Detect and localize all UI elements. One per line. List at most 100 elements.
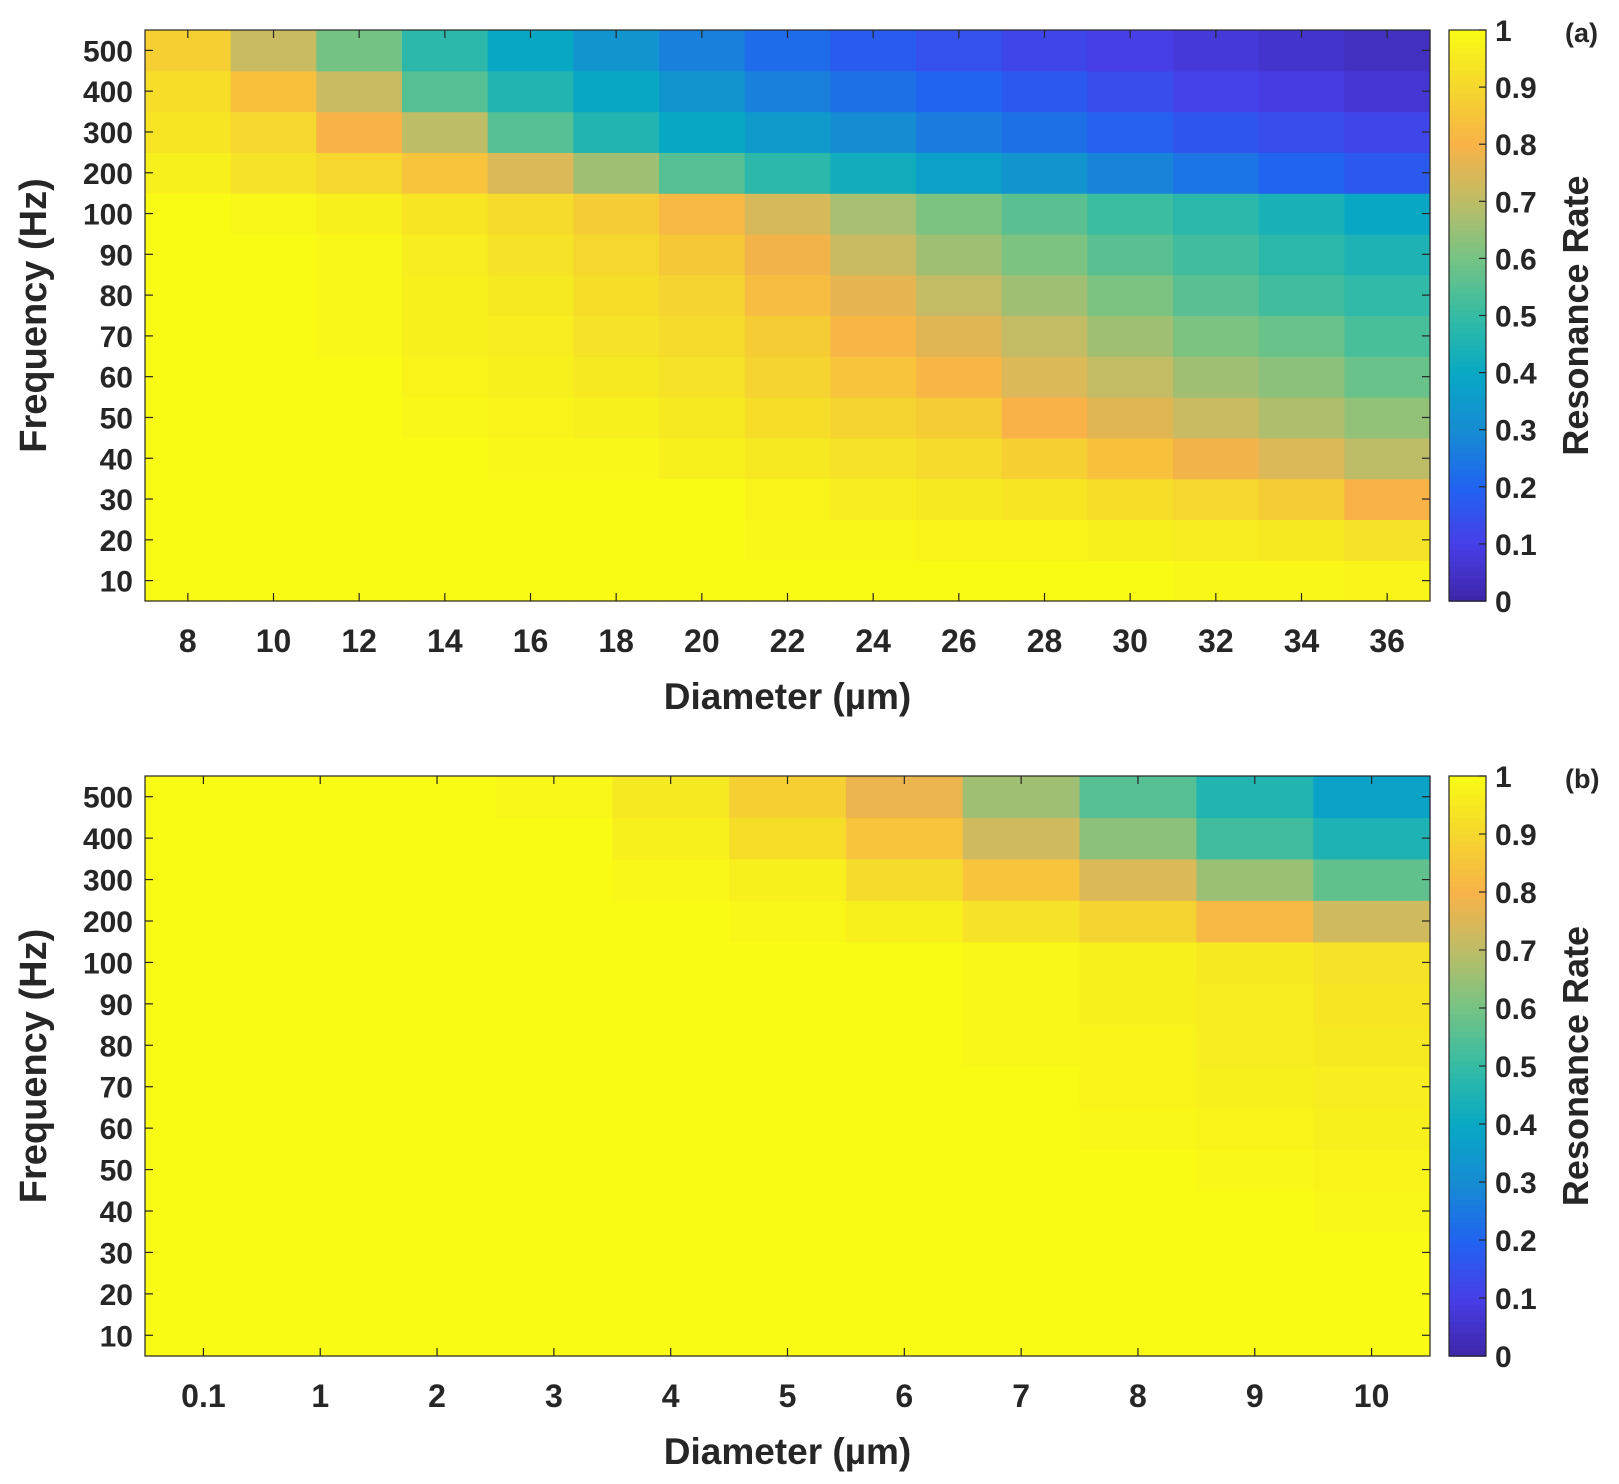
colorbar-segment [1449,149,1486,157]
x-tick-label: 28 [1027,623,1063,659]
x-tick-label: 6 [895,1378,913,1414]
colorbar-segment [1449,115,1486,123]
heatmap-cell [378,858,497,901]
heatmap-cell [1087,193,1174,235]
colorbar-segment [1449,1019,1486,1027]
heatmap-cell [1079,1024,1197,1067]
colorbar-segment [1449,1234,1486,1241]
colorbar-segment [1449,441,1486,448]
x-tick-label: 3 [545,1378,563,1414]
heatmap-cell [729,817,847,860]
colorbar-tick-label: 0.5 [1495,1051,1537,1084]
heatmap-cell [1001,274,1088,317]
y-tick-label: 40 [100,443,133,476]
colorbar-segment [1449,104,1486,111]
y-tick-label: 40 [100,1196,133,1229]
colorbar-tick-label: 0.3 [1495,415,1537,448]
colorbar-segment [1449,1350,1486,1357]
colorbar-segment [1449,366,1486,374]
colorbar-segment [1449,1013,1486,1021]
colorbar-tick-label: 0.7 [1495,935,1537,968]
heatmap-cell [1079,1107,1197,1150]
heatmap-cell [1173,70,1260,113]
heatmap-cell [378,1066,497,1109]
heatmap-cell [378,1148,497,1191]
heatmap-cell [845,983,964,1026]
heatmap-cell [1173,397,1260,439]
heatmap-cell [145,983,263,1026]
y-tick-label: 200 [83,158,133,191]
colorbar-segment [1449,509,1486,517]
colorbar-segment [1449,1077,1486,1085]
y-tick-label: 20 [100,1279,133,1312]
heatmap-cell [1344,397,1431,439]
heatmap-cell [261,1066,380,1109]
heatmap-cell [845,1148,964,1191]
colorbar-segment [1449,1048,1486,1056]
colorbar-segment [1449,246,1486,254]
colorbar-segment [1449,395,1486,402]
colorbar-segment [1449,1066,1486,1073]
colorbar-segment [1449,144,1486,151]
heatmap-cell [612,1273,730,1316]
y-axis-title: Frequency (Hz) [13,178,55,452]
colorbar-segment [1449,1228,1486,1235]
heatmap-cell [962,1148,1081,1191]
colorbar-segment [1449,543,1486,551]
heatmap-cell [1258,274,1345,317]
heatmap-cell [1344,274,1431,317]
heatmap-cell [573,315,660,357]
heatmap-cell [573,397,660,439]
colorbar-segment [1449,799,1486,806]
colorbar-segment [1449,372,1486,380]
x-tick-label: 5 [779,1378,797,1414]
x-tick-label: 36 [1369,623,1405,659]
y-axis-ticks: 10 20 30 40 50 60 70 80 90 100 200 300 400 500 [83,782,1430,1353]
heatmap-cell [1173,274,1260,317]
heatmap-cell [573,519,660,561]
colorbar-segment [1449,1158,1486,1166]
heatmap-cell [145,1148,263,1191]
heatmap-cell [230,193,317,235]
colorbar-segment [1449,805,1486,812]
colorbar-segment [1449,897,1486,905]
heatmap-cell [962,1231,1081,1274]
heatmap-cell [830,519,917,561]
colorbar-segment [1449,481,1486,488]
heatmap-cell [1001,478,1088,521]
colorbar-segment [1449,1153,1486,1160]
colorbar-segment [1449,555,1486,562]
colorbar-segment [1449,207,1486,214]
heatmap-cell [962,817,1081,860]
heatmap-cell [261,1273,380,1316]
heatmap-cell [845,1190,964,1233]
colorbar-segment [1449,218,1486,225]
heatmap-cell [916,193,1003,235]
x-tick-label: 24 [855,623,891,659]
y-tick-label: 100 [83,947,133,980]
colorbar-segment [1449,1037,1486,1044]
colorbar-segment [1449,35,1486,43]
heatmap-cell [659,315,746,357]
colorbar-segment [1449,161,1486,168]
colorbar-segment [1449,944,1486,951]
heatmap-cell [573,193,660,235]
y-tick-label: 30 [100,1237,133,1270]
heatmap-cell [1001,397,1088,439]
heatmap-cell [744,111,831,153]
y-tick-label: 50 [100,1155,133,1188]
heatmap-cell [1001,70,1088,113]
colorbar-segment [1449,292,1486,300]
heatmap-cell [1196,1066,1314,1109]
colorbar-segment [1449,1245,1486,1253]
y-tick-label: 30 [100,484,133,517]
heatmap-cell [230,478,317,521]
heatmap-cell [487,397,574,439]
x-tick-label: 8 [179,623,197,659]
colorbar-segment [1449,1182,1486,1189]
colorbar-segment [1449,252,1486,260]
colorbar-segment [1449,955,1486,963]
heatmap-cell [495,900,613,943]
colorbar-segment [1449,1071,1486,1079]
y-tick-label: 500 [83,35,133,68]
